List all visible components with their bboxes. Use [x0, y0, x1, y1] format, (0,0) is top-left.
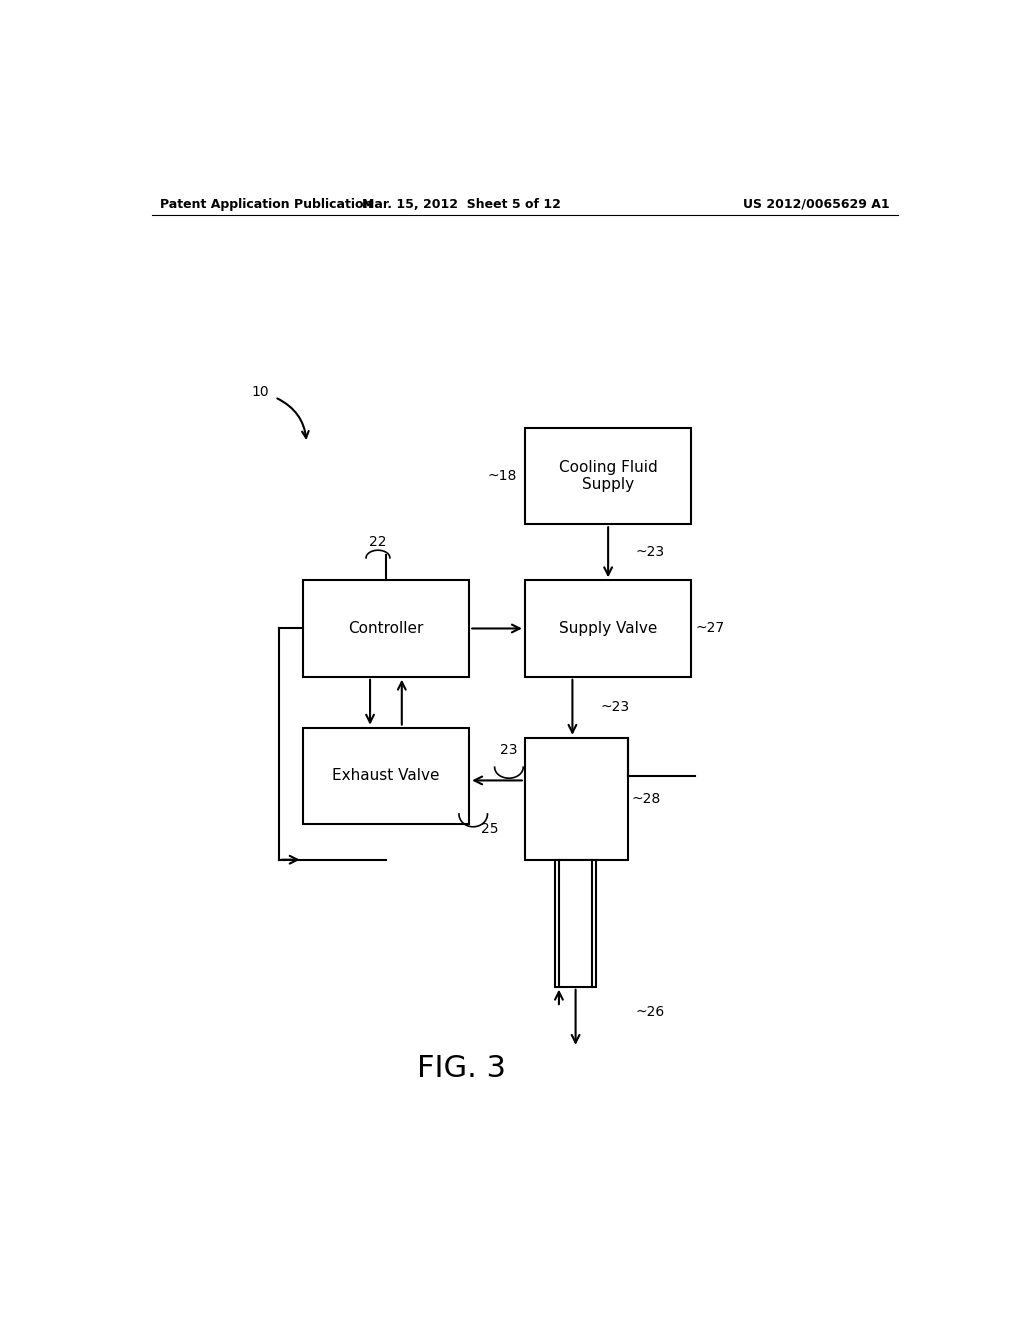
Text: Supply Valve: Supply Valve [559, 620, 657, 636]
Bar [524, 738, 628, 859]
Bar [555, 859, 596, 987]
Text: FIG. 3: FIG. 3 [417, 1053, 506, 1082]
Text: ~18: ~18 [487, 469, 517, 483]
Bar [524, 428, 691, 524]
Text: ~28: ~28 [632, 792, 662, 805]
Text: ~26: ~26 [636, 1005, 666, 1019]
Text: ~27: ~27 [695, 622, 725, 635]
Text: Mar. 15, 2012  Sheet 5 of 12: Mar. 15, 2012 Sheet 5 of 12 [361, 198, 561, 211]
Bar [303, 727, 469, 824]
Text: US 2012/0065629 A1: US 2012/0065629 A1 [743, 198, 890, 211]
Text: 25: 25 [481, 822, 499, 837]
Bar [524, 581, 691, 677]
Bar [303, 581, 469, 677]
Text: 10: 10 [251, 385, 268, 399]
Text: ~23: ~23 [636, 545, 665, 560]
Text: 23: 23 [500, 743, 518, 756]
Text: Exhaust Valve: Exhaust Valve [332, 768, 439, 783]
Text: Controller: Controller [348, 620, 424, 636]
Text: Patent Application Publication: Patent Application Publication [160, 198, 372, 211]
Text: Cooling Fluid
Supply: Cooling Fluid Supply [559, 459, 657, 492]
Text: ~23: ~23 [600, 700, 630, 714]
Text: 22: 22 [370, 535, 387, 549]
